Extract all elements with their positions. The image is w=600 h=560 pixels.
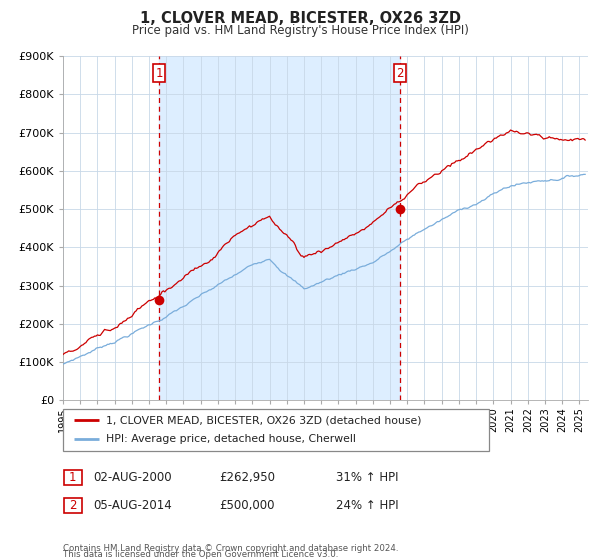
Text: 31% ↑ HPI: 31% ↑ HPI (336, 470, 398, 484)
Text: 1: 1 (69, 470, 77, 484)
Text: 05-AUG-2014: 05-AUG-2014 (93, 498, 172, 512)
Text: This data is licensed under the Open Government Licence v3.0.: This data is licensed under the Open Gov… (63, 550, 338, 559)
Text: Contains HM Land Registry data © Crown copyright and database right 2024.: Contains HM Land Registry data © Crown c… (63, 544, 398, 553)
Text: 2: 2 (397, 67, 404, 80)
Text: 1: 1 (155, 67, 163, 80)
FancyBboxPatch shape (63, 409, 489, 451)
Text: £262,950: £262,950 (219, 470, 275, 484)
Text: 02-AUG-2000: 02-AUG-2000 (93, 470, 172, 484)
Bar (159, 56, 400, 400)
FancyBboxPatch shape (64, 469, 82, 484)
Text: HPI: Average price, detached house, Cherwell: HPI: Average price, detached house, Cher… (106, 434, 355, 444)
Text: £500,000: £500,000 (219, 498, 275, 512)
Text: 2: 2 (69, 498, 77, 512)
Text: Price paid vs. HM Land Registry's House Price Index (HPI): Price paid vs. HM Land Registry's House … (131, 24, 469, 36)
FancyBboxPatch shape (64, 497, 82, 513)
Text: 1, CLOVER MEAD, BICESTER, OX26 3ZD (detached house): 1, CLOVER MEAD, BICESTER, OX26 3ZD (deta… (106, 415, 421, 425)
Text: 24% ↑ HPI: 24% ↑ HPI (336, 498, 398, 512)
Text: 1, CLOVER MEAD, BICESTER, OX26 3ZD: 1, CLOVER MEAD, BICESTER, OX26 3ZD (139, 11, 461, 26)
